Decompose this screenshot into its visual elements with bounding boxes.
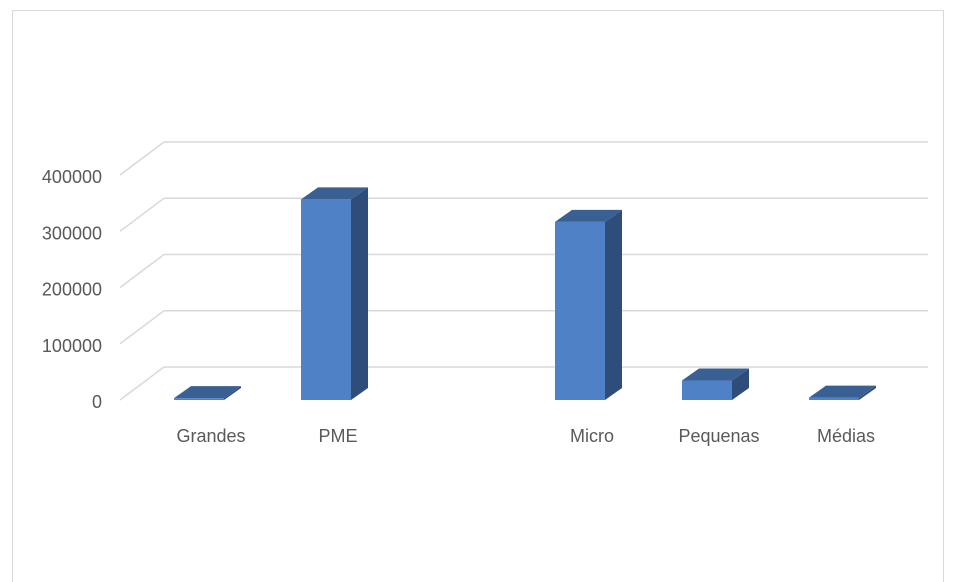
- y-axis-ticks: 0 100000 200000 300000 400000: [42, 167, 102, 412]
- gridline-diagonal: [119, 366, 165, 401]
- x-tick-label: Pequenas: [678, 426, 759, 446]
- bar-side: [224, 386, 241, 400]
- x-tick-label: Médias: [817, 426, 875, 446]
- x-tick-label: Micro: [570, 426, 614, 446]
- bar-front: [555, 221, 605, 400]
- y-tick-label: 0: [92, 392, 102, 412]
- y-tick-label: 100000: [42, 336, 102, 356]
- bar: [301, 187, 368, 400]
- x-tick-label: PME: [318, 426, 357, 446]
- bar-side: [351, 187, 368, 400]
- bar-top: [301, 187, 368, 200]
- bar-front: [174, 398, 224, 400]
- gridline-diagonal: [119, 310, 165, 345]
- bar-side: [605, 209, 622, 400]
- bar: [809, 385, 876, 400]
- bar: [682, 368, 749, 400]
- bar-top: [682, 368, 749, 381]
- bar-side: [859, 385, 876, 400]
- y-tick-label: 300000: [42, 223, 102, 243]
- bar: [555, 209, 622, 400]
- bar-front: [301, 199, 351, 400]
- bar-front: [809, 397, 859, 400]
- gridline-diagonal: [119, 197, 165, 232]
- bar: [174, 386, 241, 400]
- x-axis-labels: Grandes PME Micro Pequenas Médias: [176, 426, 875, 446]
- grid-layer: [119, 141, 928, 401]
- bar-top: [809, 385, 876, 398]
- chart-area: [12, 10, 944, 582]
- gridline-diagonal: [119, 141, 165, 176]
- bar-front: [682, 380, 732, 400]
- y-tick-label: 400000: [42, 167, 102, 187]
- x-tick-label: Grandes: [176, 426, 245, 446]
- bar-top: [555, 209, 622, 222]
- bar-side: [732, 368, 749, 400]
- bars: [174, 187, 876, 400]
- gridline-diagonal: [119, 253, 165, 289]
- bar-top: [174, 386, 241, 399]
- y-tick-label: 200000: [42, 280, 102, 300]
